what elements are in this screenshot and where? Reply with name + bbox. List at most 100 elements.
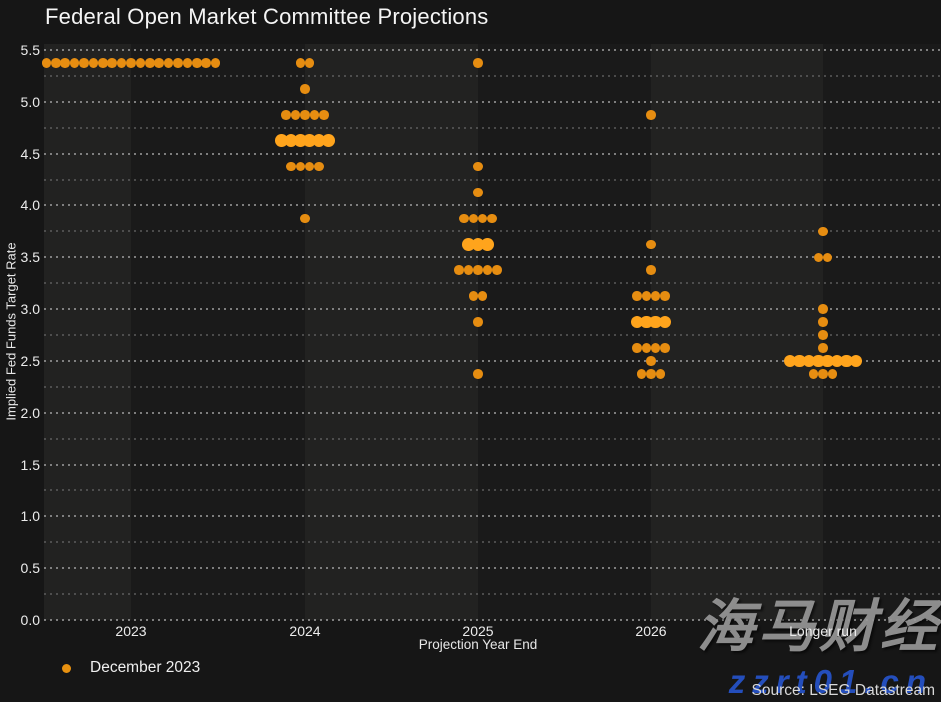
projection-dot bbox=[290, 110, 301, 120]
projection-dot bbox=[650, 343, 661, 353]
projection-dot bbox=[295, 161, 306, 172]
projection-dot bbox=[322, 134, 335, 148]
projection-dot bbox=[477, 291, 488, 301]
chart-title: Federal Open Market Committee Projection… bbox=[45, 4, 489, 29]
column-band bbox=[131, 44, 305, 620]
projection-dot bbox=[300, 84, 310, 94]
y-tick-label: 4.0 bbox=[20, 197, 40, 214]
gridline-major bbox=[44, 100, 941, 103]
projection-dot bbox=[98, 58, 108, 68]
projection-dot bbox=[192, 58, 202, 68]
projection-dot bbox=[314, 161, 324, 172]
projection-dot bbox=[309, 110, 320, 120]
column-band bbox=[305, 44, 478, 620]
gridline-minor bbox=[44, 489, 941, 492]
projection-dot bbox=[655, 369, 666, 379]
x-axis-title: Projection Year End bbox=[418, 637, 538, 652]
projection-dot bbox=[319, 110, 329, 120]
projection-dot bbox=[210, 58, 221, 68]
projection-dot bbox=[818, 330, 828, 340]
projection-dot bbox=[182, 58, 193, 68]
gridline-minor bbox=[44, 230, 941, 233]
gridline-major bbox=[44, 515, 941, 518]
y-tick-label: 1.5 bbox=[20, 456, 40, 473]
projection-dot bbox=[163, 58, 174, 68]
column-band bbox=[651, 44, 823, 620]
y-tick-label: 1.0 bbox=[20, 508, 40, 525]
projection-dot bbox=[107, 58, 117, 68]
gridline-minor bbox=[44, 178, 941, 181]
projection-dot bbox=[849, 354, 863, 368]
projection-dot bbox=[468, 213, 479, 224]
projection-dot bbox=[281, 110, 291, 120]
projection-dot bbox=[304, 161, 315, 172]
gridline-major bbox=[44, 567, 941, 570]
projection-dot bbox=[473, 187, 483, 198]
watermark-domain-text: zzrt01.cn bbox=[728, 663, 933, 700]
projection-dot bbox=[41, 58, 52, 68]
gridline-major bbox=[44, 49, 941, 51]
projection-dot bbox=[459, 213, 469, 224]
projection-dot bbox=[145, 58, 155, 68]
legend-label: December 2023 bbox=[90, 659, 201, 676]
projection-dot bbox=[813, 252, 824, 263]
projection-dot bbox=[463, 265, 474, 275]
x-category-label: 2024 bbox=[289, 623, 321, 639]
y-tick-label: 5.0 bbox=[20, 93, 40, 110]
x-category-label: 2023 bbox=[115, 623, 147, 639]
legend: December 2023 bbox=[62, 659, 200, 677]
projection-dot bbox=[473, 265, 483, 275]
projection-dot bbox=[60, 58, 70, 68]
projection-dot bbox=[650, 291, 661, 301]
projection-dot bbox=[641, 343, 652, 353]
projection-dot bbox=[660, 343, 670, 353]
gridline-minor bbox=[44, 385, 941, 388]
source-credit: Source: LSEG Datastream bbox=[751, 682, 936, 699]
projection-dot bbox=[79, 58, 89, 68]
projection-dot bbox=[88, 58, 99, 68]
projection-dot bbox=[818, 343, 828, 353]
legend-marker-dot-icon bbox=[62, 663, 71, 673]
y-tick-label: 2.5 bbox=[20, 352, 40, 369]
projection-dot bbox=[636, 369, 647, 379]
projection-dot bbox=[641, 291, 652, 301]
projection-dot bbox=[300, 213, 310, 224]
x-category-label: Longer run bbox=[789, 623, 857, 639]
projection-dot bbox=[473, 161, 483, 172]
gridline-major bbox=[44, 152, 941, 155]
y-tick-label: 0.5 bbox=[20, 560, 40, 577]
y-axis-title: Implied Fed Funds Target Rate bbox=[3, 242, 19, 421]
projection-dot bbox=[69, 58, 80, 68]
projection-dot bbox=[201, 58, 211, 68]
gridline-major bbox=[44, 308, 941, 311]
gridline-minor bbox=[44, 282, 941, 285]
y-tick-label: 3.0 bbox=[20, 301, 40, 318]
gridline-major bbox=[44, 256, 941, 259]
projection-dot bbox=[487, 213, 497, 224]
projection-dot bbox=[818, 317, 828, 327]
projection-dot bbox=[660, 291, 670, 301]
projection-dot bbox=[646, 265, 656, 275]
projection-dot bbox=[632, 343, 642, 353]
gridline-minor bbox=[44, 126, 941, 129]
projection-dot bbox=[822, 252, 833, 263]
column-band bbox=[44, 44, 131, 620]
gridline-minor bbox=[44, 334, 941, 336]
watermark-cjk-text: 海马财经 bbox=[697, 595, 941, 659]
gridline-major bbox=[44, 411, 941, 414]
y-tick-label: 0.0 bbox=[20, 612, 40, 629]
gridline-major bbox=[44, 204, 941, 207]
gridline-minor bbox=[44, 593, 941, 596]
projection-dot bbox=[827, 369, 838, 379]
gridline-minor bbox=[44, 437, 941, 440]
projection-dot bbox=[646, 110, 656, 120]
projection-dot bbox=[482, 265, 493, 275]
x-category-label: 2026 bbox=[635, 623, 667, 639]
gridline-minor bbox=[44, 541, 941, 544]
projection-dot bbox=[658, 315, 672, 329]
projection-dot bbox=[632, 291, 642, 301]
projection-dot bbox=[646, 369, 656, 379]
column-band bbox=[478, 44, 651, 620]
projection-dot bbox=[646, 356, 656, 366]
